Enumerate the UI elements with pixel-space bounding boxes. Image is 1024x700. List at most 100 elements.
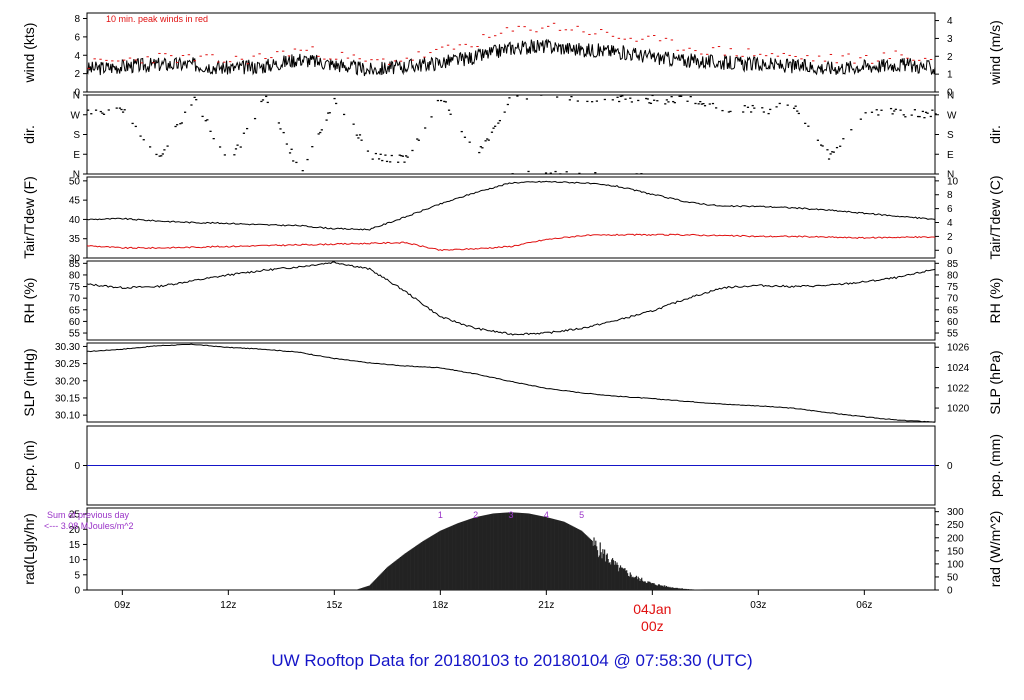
uv-marker: 3 bbox=[508, 510, 513, 520]
right-tick-label: 150 bbox=[947, 546, 964, 557]
chart-title: UW Rooftop Data for 20180103 to 20180104… bbox=[271, 651, 752, 670]
x-tick-label: 15z bbox=[326, 600, 342, 611]
series-radiation bbox=[355, 512, 706, 590]
panel-slp: 30.10 30.15 30.20 30.25 30.30 1020 1022 1024 102… bbox=[21, 342, 1003, 423]
uv-marker: 2 bbox=[473, 510, 478, 520]
right-tick-label: 250 bbox=[947, 520, 964, 531]
right-tick-label: 4 bbox=[947, 218, 953, 229]
day-marker-hour: 00z bbox=[641, 618, 664, 634]
x-tick-label: 21z bbox=[538, 600, 554, 611]
x-tick-label: 18z bbox=[432, 600, 448, 611]
left-tick-label: 70 bbox=[69, 294, 81, 305]
ylabel-right: RH (%) bbox=[987, 278, 1003, 324]
left-tick-label: 30.25 bbox=[55, 359, 80, 370]
panel-frame bbox=[86, 260, 936, 341]
left-tick-label: 60 bbox=[69, 317, 81, 328]
left-tick-label: N bbox=[73, 170, 80, 181]
ylabel-left: dir. bbox=[21, 125, 37, 144]
panel-wind: 0 2 4 6 8 0 1 2 3 4 wind (kts) wind (m/s) 10 min. pe… bbox=[21, 12, 1003, 99]
radiation-sum-value: <--- 3.08 MJoules/m^2 bbox=[44, 521, 134, 531]
x-tick-label: 12z bbox=[220, 600, 236, 611]
right-tick-label: 2 bbox=[947, 52, 953, 63]
day-marker-date: 04Jan bbox=[633, 601, 671, 617]
left-tick-label: W bbox=[71, 110, 81, 121]
right-tick-label: 1022 bbox=[947, 383, 970, 394]
right-tick-label: 300 bbox=[947, 507, 964, 518]
ylabel-right: Tair/Tdew (C) bbox=[987, 175, 1003, 259]
ylabel-right: dir. bbox=[987, 125, 1003, 144]
left-tick-label: 0 bbox=[74, 461, 80, 472]
series-wind-speed bbox=[86, 38, 936, 77]
right-tick-label: 1020 bbox=[947, 404, 970, 415]
left-tick-label: 35 bbox=[69, 234, 81, 245]
left-tick-label: 8 bbox=[74, 14, 80, 25]
right-tick-label: 80 bbox=[947, 270, 959, 281]
ylabel-right: pcp. (mm) bbox=[987, 434, 1003, 497]
panel-rad: 0510152025050100150200250300rad(Lgly/hr)… bbox=[21, 507, 1003, 596]
left-tick-label: 4 bbox=[74, 51, 80, 62]
right-tick-label: N bbox=[947, 91, 954, 102]
right-tick-label: S bbox=[947, 130, 954, 141]
right-tick-label: 0 bbox=[947, 586, 953, 597]
left-tick-label: E bbox=[73, 150, 80, 161]
x-tick-label: 09z bbox=[114, 600, 130, 611]
right-tick-label: 100 bbox=[947, 559, 964, 570]
right-tick-label: 3 bbox=[947, 34, 953, 45]
uv-marker: 1 bbox=[438, 510, 443, 520]
x-tick-label: 06z bbox=[856, 600, 872, 611]
right-tick-label: 6 bbox=[947, 204, 953, 215]
right-tick-label: 0 bbox=[947, 461, 953, 472]
right-tick-label: 2 bbox=[947, 232, 953, 243]
left-tick-label: 50 bbox=[69, 176, 81, 187]
ylabel-right: wind (m/s) bbox=[987, 20, 1003, 86]
right-tick-label: 85 bbox=[947, 259, 959, 270]
series-peak-winds bbox=[87, 22, 933, 69]
panel-temp: 30 35 40 45 50 0 2 4 6 8 10 Tair/Tdew (F) Tair/Tdew … bbox=[21, 175, 1003, 264]
uv-marker: 5 bbox=[579, 510, 584, 520]
left-tick-label: 10 bbox=[69, 555, 81, 566]
left-tick-label: 30.20 bbox=[55, 376, 80, 387]
right-tick-label: 50 bbox=[947, 572, 959, 583]
left-tick-label: 45 bbox=[69, 196, 81, 207]
series-tdew bbox=[86, 233, 936, 252]
left-tick-label: 30.15 bbox=[55, 393, 80, 404]
right-tick-label: 75 bbox=[947, 282, 959, 293]
ylabel-left: wind (kts) bbox=[21, 23, 37, 84]
right-tick-label: 65 bbox=[947, 305, 959, 316]
right-tick-label: 70 bbox=[947, 294, 959, 305]
left-tick-label: 0 bbox=[74, 88, 80, 99]
left-tick-label: 20 bbox=[69, 525, 81, 536]
series-tair bbox=[86, 180, 936, 231]
left-tick-label: 5 bbox=[74, 570, 80, 581]
right-tick-label: E bbox=[947, 150, 954, 161]
right-tick-label: 1 bbox=[947, 70, 953, 81]
x-axis: 09z 12z 15z 18z 21z 03z 06z bbox=[114, 590, 872, 611]
ylabel-right: SLP (hPa) bbox=[987, 350, 1003, 414]
panel-frame bbox=[86, 342, 936, 423]
radiation-sum-label: Sum of previous day bbox=[47, 510, 130, 520]
left-tick-label: 25 bbox=[69, 510, 81, 521]
left-tick-label: 65 bbox=[69, 305, 81, 316]
series-rh bbox=[86, 261, 936, 336]
left-tick-label: 2 bbox=[74, 69, 80, 80]
right-tick-label: W bbox=[947, 110, 957, 121]
left-tick-label: 30.30 bbox=[55, 342, 80, 353]
series-direction bbox=[87, 94, 937, 175]
panel-frame bbox=[86, 176, 936, 259]
left-tick-label: 30.10 bbox=[55, 411, 80, 422]
series-slp bbox=[86, 343, 936, 423]
left-tick-label: 75 bbox=[69, 282, 81, 293]
uv-marker: 4 bbox=[544, 510, 549, 520]
ylabel-left: SLP (inHg) bbox=[21, 348, 37, 416]
left-tick-label: 0 bbox=[74, 586, 80, 597]
left-tick-label: 15 bbox=[69, 540, 81, 551]
panel-pcp: 0 0 pcp. (in) pcp. (mm) bbox=[21, 425, 1003, 506]
ylabel-left: rad(Lgly/hr) bbox=[21, 513, 37, 585]
right-tick-label: 8 bbox=[947, 190, 953, 201]
left-tick-label: N bbox=[73, 91, 80, 102]
left-tick-label: 40 bbox=[69, 215, 81, 226]
left-tick-label: 6 bbox=[74, 32, 80, 43]
